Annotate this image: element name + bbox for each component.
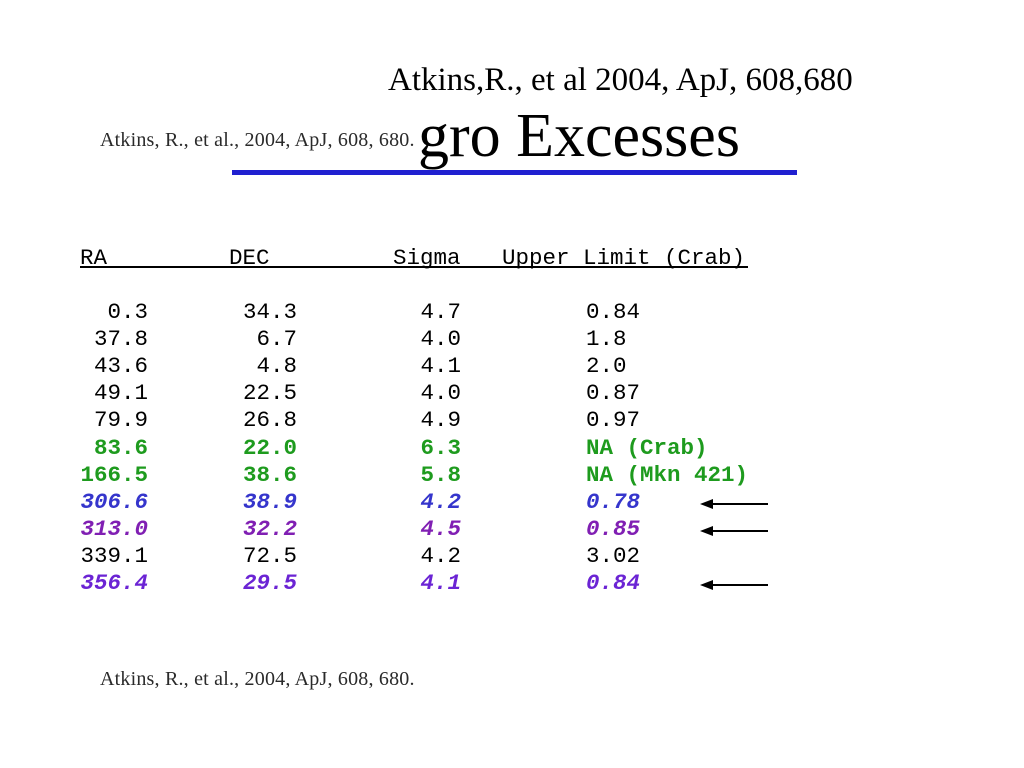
sigma-cell: 4.5 [420,515,461,542]
dec-cell: 72.5 [242,542,297,569]
header-dec: DEC [229,245,270,271]
dec-cell: 22.5 [242,380,297,407]
dec-cell: 38.9 [242,488,297,515]
table-row: 313.0 32.2 4.5 0.85 [0,515,1024,543]
sigma-cell: 5.8 [420,461,461,488]
ra-cell: 49.1 [93,380,148,407]
ra-cell: 356.4 [80,570,148,596]
ra-cell: 79.9 [93,407,148,434]
ra-cell: 339.1 [80,542,148,569]
upper-limit-cell: 3.02 [586,542,641,569]
table-row: 79.9 26.8 4.9 0.97 [0,406,1024,434]
upper-limit-cell: 1.8 [586,326,627,353]
pointer-arrow-icon [700,498,768,509]
sigma-cell: 4.9 [420,407,461,434]
slide-title: gro Excesses [418,102,740,170]
upper-limit-cell: 2.0 [586,353,627,380]
table-row: 37.8 6.7 4.0 1.8 [0,325,1024,353]
pointer-arrow-icon [700,525,768,536]
dec-cell: 38.6 [242,461,297,488]
upper-limit-cell: NA (Crab) [586,434,708,461]
dec-cell: 34.3 [242,299,297,325]
dec-cell: 4.8 [256,353,297,380]
sigma-cell: 4.0 [420,326,461,353]
ra-cell: 0.3 [107,299,148,325]
header-upper-limit: Upper Limit (Crab) [502,245,746,271]
header-ra: RA [80,245,108,271]
upper-limit-cell: 0.84 [586,570,641,596]
table-row: 43.6 4.8 4.1 2.0 [0,352,1024,380]
table-row: 166.5 38.6 5.8 NA (Mkn 421) [0,461,1024,489]
dec-cell: 22.0 [242,434,297,461]
upper-limit-cell: 0.85 [586,515,641,542]
sigma-cell: 4.0 [420,380,461,407]
table-row: 0.3 34.3 4.7 0.84 [0,298,1024,326]
upper-limit-cell: 0.97 [586,407,641,434]
pointer-arrow-icon [700,580,768,590]
sigma-cell: 6.3 [420,434,461,461]
upper-limit-cell: 0.84 [586,299,641,325]
ra-cell: 306.6 [80,488,148,515]
ra-cell: 313.0 [80,515,148,542]
sigma-cell: 4.2 [420,542,461,569]
table-row: 83.6 22.0 6.3 NA (Crab) [0,434,1024,462]
sigma-cell: 4.1 [420,570,461,596]
citation-inset: Atkins, R., et al., 2004, ApJ, 608, 680. [100,129,415,151]
sigma-cell: 4.7 [420,299,461,325]
dec-cell: 32.2 [242,515,297,542]
header-sigma: Sigma [393,245,461,271]
upper-limit-cell: 0.87 [586,380,641,407]
dec-cell: 6.7 [256,326,297,353]
ra-cell: 166.5 [80,461,148,488]
upper-limit-cell: NA (Mkn 421) [586,461,749,488]
ra-cell: 83.6 [93,434,148,461]
upper-limit-cell: 0.78 [586,488,641,515]
sigma-cell: 4.2 [420,488,461,515]
citation-bottom: Atkins, R., et al., 2004, ApJ, 608, 680. [100,668,415,690]
dec-cell: 29.5 [242,570,297,596]
header-underline [80,266,748,268]
table-row: 306.6 38.9 4.2 0.78 [0,488,1024,516]
citation-top: Atkins,R., et al 2004, ApJ, 608,680 [388,62,853,98]
sigma-cell: 4.1 [420,353,461,380]
table-row: 356.4 29.5 4.1 0.84 [0,569,1024,597]
table-row: 49.1 22.5 4.0 0.87 [0,379,1024,407]
dec-cell: 26.8 [242,407,297,434]
ra-cell: 43.6 [93,353,148,380]
ra-cell: 37.8 [93,326,148,353]
table-row: 339.1 72.5 4.2 3.02 [0,542,1024,570]
title-underline [232,170,797,175]
